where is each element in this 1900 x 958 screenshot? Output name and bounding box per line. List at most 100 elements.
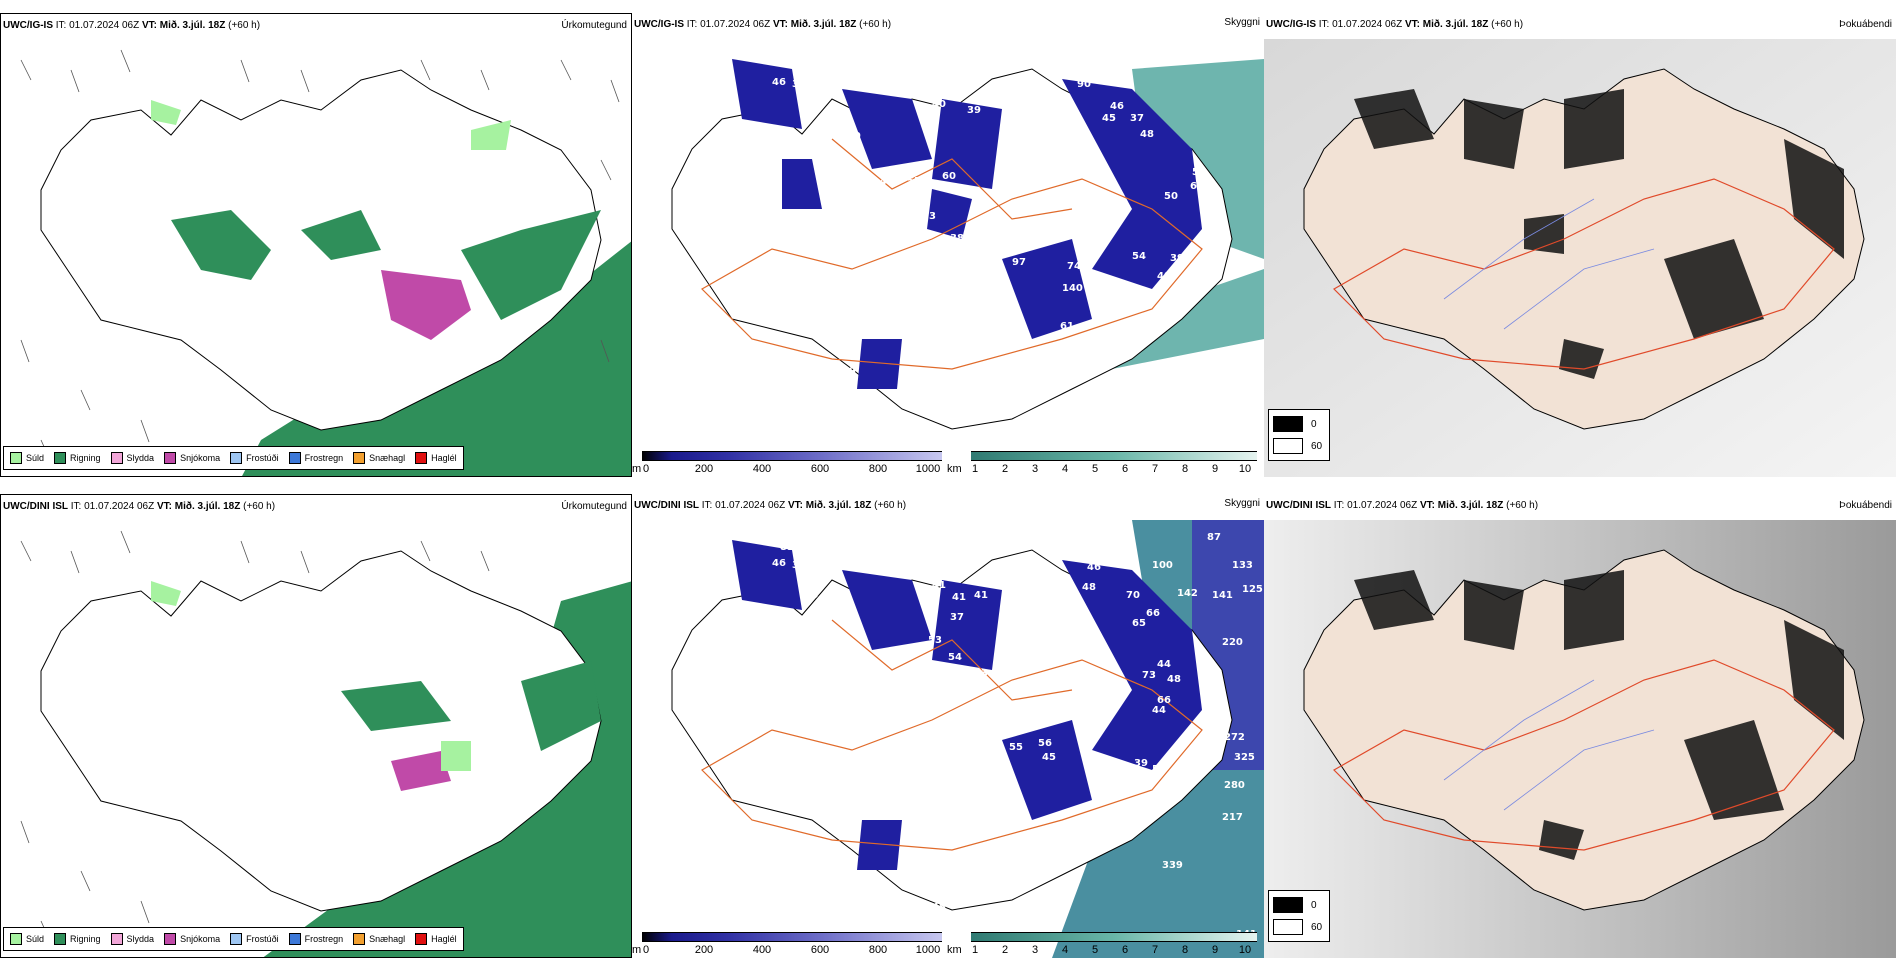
cloud-base-panel-top: UWC/IG-IS IT: 01.07.2024 06Z VT: Mið. 3.… bbox=[632, 13, 1264, 477]
legend-suld: Súld bbox=[10, 933, 44, 945]
cloud-base-value: 70 bbox=[1126, 590, 1140, 601]
fog-index-map bbox=[1264, 39, 1896, 477]
cloud-base-value: 48 bbox=[1157, 271, 1171, 282]
cloud-base-value: 90 bbox=[1077, 79, 1091, 90]
cloud-base-value: 39 bbox=[967, 105, 981, 116]
cloud-base-value: 217 bbox=[1222, 812, 1243, 823]
legend-snaehagl: Snæhagl bbox=[353, 452, 405, 464]
legend-haglel: Haglél bbox=[415, 452, 457, 464]
fog-index-panel-bottom: UWC/DINI ISL IT: 01.07.2024 06Z VT: Mið.… bbox=[1264, 494, 1896, 958]
legend-frostudi: Frostúði bbox=[230, 452, 279, 464]
panel-type-label: Úrkomutegund bbox=[561, 20, 627, 31]
cloud-base-value: 81 bbox=[780, 542, 794, 553]
cloud-base-value: 54 bbox=[804, 590, 818, 601]
cloud-base-value: 38 bbox=[1175, 281, 1189, 292]
panel-title: UWC/IG-IS IT: 01.07.2024 06Z VT: Mið. 3.… bbox=[3, 20, 261, 31]
cloud-base-value: 44 bbox=[1157, 659, 1171, 670]
cloud-base-value: 12 bbox=[797, 271, 811, 282]
panel-title: UWC/IG-IS IT: 01.07.2024 06Z VT: Mið. 3.… bbox=[1266, 19, 1524, 30]
cloud-base-value: 55 bbox=[907, 176, 921, 187]
cloud-base-value: 53 bbox=[928, 635, 942, 646]
cloud-base-value: 48 bbox=[1140, 129, 1154, 140]
legend-suld: Súld bbox=[10, 452, 44, 464]
precip-type-panel-top: UWC/IG-IS IT: 01.07.2024 06Z VT: Mið. 3.… bbox=[0, 13, 632, 477]
fog-index-legend: 0 60 bbox=[1268, 409, 1330, 461]
cloud-base-value: 49 bbox=[847, 131, 861, 142]
cloud-base-value: 40 bbox=[932, 99, 946, 110]
cloud-base-value: 125 bbox=[1242, 584, 1263, 595]
cloud-base-colorbar: m 0 200 400 600 800 1000 bbox=[632, 451, 942, 475]
precip-legend: Súld Rigning Slydda Snjókoma Frostúði Fr… bbox=[3, 446, 464, 470]
cloud-base-value: 49 bbox=[837, 211, 851, 222]
fog-index-map bbox=[1264, 520, 1896, 958]
cloud-base-value: 33 bbox=[957, 865, 971, 876]
cloud-base-value: 73 bbox=[1142, 670, 1156, 681]
cloud-base-value: 74 bbox=[1067, 261, 1081, 272]
cloud-base-value: 51 bbox=[832, 590, 846, 601]
cloud-base-value: 67 bbox=[1190, 181, 1204, 192]
legend-snjokoma: Snjókoma bbox=[164, 452, 220, 464]
cloud-base-value: 44 bbox=[838, 119, 852, 130]
fog-index-legend: 0 60 bbox=[1268, 890, 1330, 942]
legend-rigning: Rigning bbox=[54, 452, 101, 464]
cloud-base-value: 100 bbox=[1152, 560, 1173, 571]
fog-colorbar: km 1 2 3 4 5 6 7 8 9 10 bbox=[947, 932, 1257, 956]
panel-type-label: Skyggni bbox=[1224, 498, 1260, 509]
cloud-base-value: 50 bbox=[1192, 167, 1206, 178]
cloud-base-value: 87 bbox=[1207, 532, 1221, 543]
cloud-base-value: 54 bbox=[747, 236, 761, 247]
cloud-base-value: 272 bbox=[1224, 732, 1245, 743]
cloud-base-value: 66 bbox=[1146, 608, 1160, 619]
cloud-base-value: 46 bbox=[772, 77, 786, 88]
cloud-base-value: 220 bbox=[1222, 637, 1243, 648]
cloud-base-value: 80 bbox=[867, 757, 881, 768]
cloud-base-value: 339 bbox=[1162, 860, 1183, 871]
legend-frostregn: Frostregn bbox=[288, 933, 343, 945]
cloud-base-value: 35 bbox=[792, 79, 806, 90]
cloud-base-value: 41 bbox=[974, 590, 988, 601]
cloud-base-value: 41 bbox=[952, 592, 966, 603]
cloud-base-value: 49 bbox=[872, 236, 886, 247]
cloud-base-value: 65 bbox=[917, 357, 931, 368]
legend-slydda: Slydda bbox=[110, 933, 154, 945]
cloud-base-value: 51 bbox=[1152, 764, 1166, 775]
cloud-base-value: 39 bbox=[1170, 253, 1184, 264]
cloud-base-value: 50 bbox=[1164, 191, 1178, 202]
cloud-base-value: 88 bbox=[807, 742, 821, 753]
cloud-values-top: 57 46 35 44 40 39 90 46 37 45 48 49 55 60 50 67 50 45 73 49… bbox=[747, 59, 1206, 398]
fog-colorbar: km 1 2 3 4 5 6 7 8 9 10 bbox=[947, 451, 1257, 475]
cloud-base-value: 48 bbox=[932, 902, 946, 913]
fog-index-panel-top: UWC/IG-IS IT: 01.07.2024 06Z VT: Mið. 3.… bbox=[1264, 13, 1896, 477]
cloud-base-value: 61 bbox=[1060, 321, 1074, 332]
cloud-base-value: 45 bbox=[1102, 113, 1116, 124]
cloud-base-map: 81 46 34 54 51 41 41 41 37 46 48 100 87 133 125 142 141 7… bbox=[671, 520, 1264, 958]
cloud-base-value: 140 bbox=[1062, 283, 1083, 294]
panel-type-label: Þokuábendi bbox=[1839, 19, 1892, 30]
cloud-base-value: 62 bbox=[940, 718, 954, 729]
cloud-base-value: 40 bbox=[1030, 710, 1044, 721]
cloud-base-value: 37 bbox=[950, 612, 964, 623]
cloud-base-value: 19 bbox=[842, 366, 856, 377]
cloud-base-value: 57 bbox=[780, 59, 794, 70]
cloud-base-value: 46 bbox=[1087, 562, 1101, 573]
cloud-base-value: 45 bbox=[1042, 752, 1056, 763]
precip-legend: Súld Rigning Slydda Snjókoma Frostúði Fr… bbox=[3, 927, 464, 951]
cloud-base-value: 41 bbox=[932, 580, 946, 591]
legend-slydda: Slydda bbox=[110, 452, 154, 464]
panel-type-label: Skyggni bbox=[1224, 17, 1260, 28]
cloud-base-value: 56 bbox=[1038, 738, 1052, 749]
cloud-base-value: 44 bbox=[1152, 705, 1166, 716]
cloud-base-value: 37 bbox=[1130, 113, 1144, 124]
cloud-base-value: 46 bbox=[772, 558, 786, 569]
cloud-base-map: 57 46 35 44 40 39 90 46 37 45 48 49 55 60 50 67 50 45 73 49… bbox=[671, 59, 1264, 430]
cloud-base-value: 280 bbox=[1224, 780, 1245, 791]
precip-map bbox=[20, 530, 631, 957]
legend-snaehagl: Snæhagl bbox=[353, 933, 405, 945]
cloud-base-value: 39 bbox=[1134, 758, 1148, 769]
cloud-base-value: 34 bbox=[792, 560, 806, 571]
panel-title: UWC/IG-IS IT: 01.07.2024 06Z VT: Mið. 3.… bbox=[634, 19, 892, 30]
cloud-base-value: 325 bbox=[1234, 752, 1255, 763]
cloud-base-value: 48 bbox=[1082, 582, 1096, 593]
cloud-base-value: 83 bbox=[974, 668, 988, 679]
cloud-base-value: 141 bbox=[1212, 590, 1233, 601]
